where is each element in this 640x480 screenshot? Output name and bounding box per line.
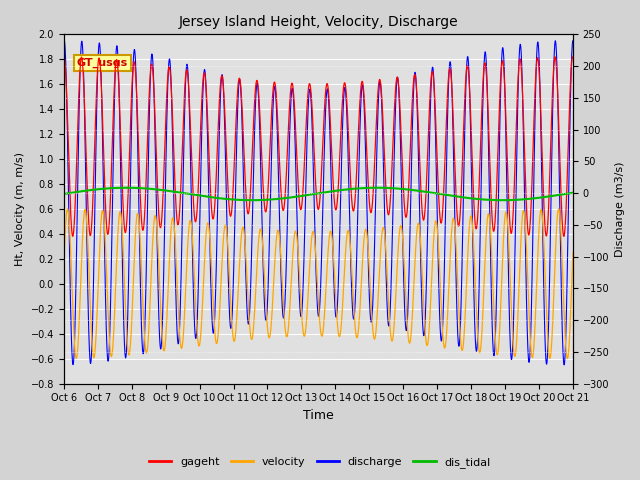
gageht [391, 95, 399, 100]
discharge [479, 113, 486, 119]
dis_tidal [499, 197, 506, 203]
discharge [569, 38, 577, 44]
gageht [440, 186, 447, 192]
gageht [60, 54, 68, 60]
velocity [255, 240, 262, 245]
velocity [152, 218, 160, 224]
dis_tidal [569, 190, 577, 196]
discharge [60, 38, 68, 44]
velocity [365, 265, 373, 271]
Y-axis label: Ht, Velocity (m, m/s): Ht, Velocity (m, m/s) [15, 152, 25, 266]
Line: velocity: velocity [64, 209, 573, 359]
gageht [255, 87, 262, 93]
gageht [60, 54, 68, 60]
Line: dis_tidal: dis_tidal [64, 188, 573, 200]
velocity [391, 308, 399, 313]
dis_tidal [440, 192, 447, 197]
dis_tidal [60, 191, 68, 197]
discharge [152, 202, 160, 207]
dis_tidal [255, 197, 262, 203]
velocity [64, 206, 72, 212]
velocity [569, 250, 577, 255]
velocity [564, 356, 572, 361]
gageht [152, 153, 160, 158]
dis_tidal [365, 185, 373, 191]
velocity [479, 317, 486, 323]
X-axis label: Time: Time [303, 409, 333, 422]
discharge [365, 291, 373, 297]
discharge [391, 121, 399, 127]
discharge [560, 362, 568, 368]
gageht [479, 89, 486, 95]
Line: gageht: gageht [64, 57, 573, 236]
Legend: gageht, velocity, discharge, dis_tidal: gageht, velocity, discharge, dis_tidal [145, 452, 495, 472]
gageht [365, 198, 373, 204]
discharge [255, 92, 262, 98]
Line: discharge: discharge [64, 41, 573, 365]
Title: Jersey Island Height, Velocity, Discharge: Jersey Island Height, Velocity, Discharg… [179, 15, 458, 29]
gageht [560, 233, 568, 239]
Y-axis label: Discharge (m3/s): Discharge (m3/s) [615, 161, 625, 257]
dis_tidal [479, 196, 486, 202]
dis_tidal [123, 185, 131, 191]
gageht [569, 55, 577, 60]
dis_tidal [152, 187, 160, 192]
Text: GT_usgs: GT_usgs [77, 58, 128, 68]
dis_tidal [391, 185, 399, 191]
velocity [440, 342, 447, 348]
discharge [440, 288, 447, 293]
velocity [60, 264, 68, 270]
discharge [60, 40, 68, 46]
